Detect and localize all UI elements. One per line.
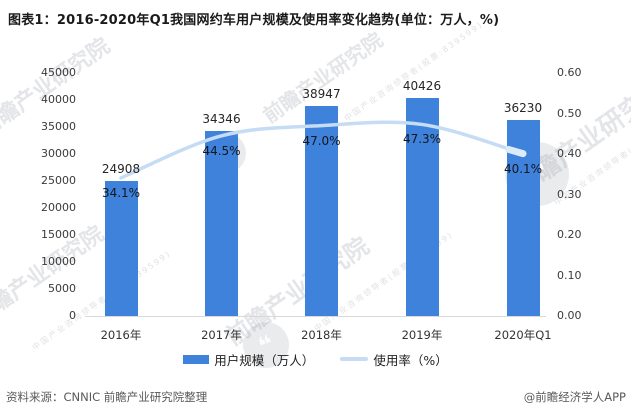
right-axis-tick: 0.00 xyxy=(557,309,582,322)
x-axis-label: 2019年 xyxy=(401,328,443,342)
usage-rate-label: 34.1% xyxy=(101,185,141,200)
bar-series-swatch xyxy=(183,354,210,364)
usage-rate-label: 47.3% xyxy=(402,132,442,147)
left-axis-tick: 40000 xyxy=(41,93,76,106)
credit-note: @前瞻经济学人APP xyxy=(523,390,626,404)
right-axis-tick: 0.20 xyxy=(557,228,582,241)
legend-item-usage-rate: 使用率（%） xyxy=(340,350,448,369)
bar xyxy=(405,97,439,316)
bar-value-label: 24908 xyxy=(101,162,141,177)
left-axis-tick: 35000 xyxy=(41,120,76,133)
left-axis-tick: 25000 xyxy=(41,174,76,187)
left-axis-tick: 10000 xyxy=(41,255,76,268)
bar xyxy=(205,130,238,316)
right-axis-tick: 0.10 xyxy=(557,269,582,282)
left-axis-tick: 30000 xyxy=(41,147,76,160)
bar xyxy=(104,181,138,316)
left-axis-tick: 45000 xyxy=(41,66,76,79)
legend-label: 用户规模（万人） xyxy=(214,352,315,368)
bar-value-label: 36230 xyxy=(503,101,543,116)
source-note: 资料来源：CNNIC 前瞻产业研究院整理 xyxy=(6,390,208,404)
usage-rate-label: 40.1% xyxy=(503,161,543,176)
bar xyxy=(506,120,540,316)
x-axis-label: 2020年Q1 xyxy=(494,328,552,342)
left-axis-tick: 5000 xyxy=(48,282,76,295)
left-axis-tick: 20000 xyxy=(41,201,76,214)
usage-rate-label: 47.0% xyxy=(302,133,341,148)
x-axis-label: 2017年 xyxy=(201,328,242,342)
legend-item-user-scale: 用户规模（万人） xyxy=(183,350,314,369)
left-axis-tick: 15000 xyxy=(41,228,76,241)
x-axis-label: 2018年 xyxy=(301,328,342,342)
right-axis-tick: 0.50 xyxy=(557,107,582,120)
line-series-swatch xyxy=(340,357,369,361)
legend-label: 使用率（%） xyxy=(373,352,448,368)
right-axis-tick: 0.30 xyxy=(557,188,582,201)
x-axis-line xyxy=(85,316,546,317)
bar-value-label: 34346 xyxy=(202,111,241,126)
chart-title: 图表1：2016-2020年Q1我国网约车用户规模及使用率变化趋势(单位：万人，… xyxy=(8,13,500,28)
legend: 用户规模（万人） 使用率（%） xyxy=(0,350,631,368)
right-axis-tick: 0.40 xyxy=(557,147,582,160)
right-axis-tick: 0.60 xyxy=(557,66,582,79)
x-axis-label: 2016年 xyxy=(100,328,142,342)
bar-value-label: 40426 xyxy=(402,78,442,93)
usage-rate-label: 44.5% xyxy=(202,143,241,158)
bar-value-label: 38947 xyxy=(302,86,341,101)
left-axis-tick: 0 xyxy=(69,309,76,322)
